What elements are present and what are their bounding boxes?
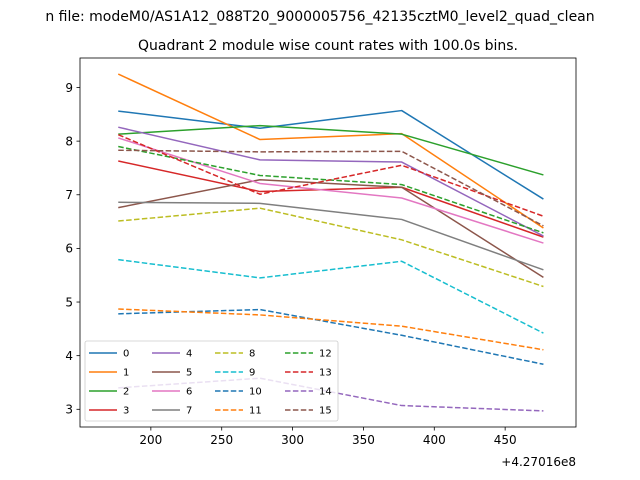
- y-tick-label: 3: [65, 403, 73, 417]
- x-axis-offset-label: +4.27016e8: [501, 455, 576, 469]
- x-tick-label: 300: [281, 433, 304, 447]
- series-line-5: [118, 179, 544, 278]
- legend-label-5: 5: [186, 368, 192, 379]
- series-line-10: [118, 308, 544, 365]
- legend-label-15: 15: [319, 406, 332, 417]
- x-axis: 200 250 300 350 400 450: [139, 427, 517, 447]
- series-line-7: [118, 201, 544, 271]
- series-line-11: [118, 308, 544, 351]
- series-line-15: [118, 149, 544, 227]
- y-tick-label: 4: [65, 349, 73, 363]
- legend-label-13: 13: [319, 368, 332, 379]
- y-tick-label: 8: [65, 134, 73, 148]
- legend-label-12: 12: [319, 349, 332, 360]
- legend-label-7: 7: [186, 406, 192, 417]
- series-line-8: [118, 207, 544, 288]
- y-tick-label: 6: [65, 242, 73, 256]
- series-line-9: [118, 258, 544, 334]
- x-tick-label: 250: [210, 433, 233, 447]
- x-tick-label: 200: [139, 433, 162, 447]
- y-axis: 3 4 5 6 7 8 9: [65, 81, 80, 417]
- legend-label-14: 14: [319, 387, 332, 398]
- legend-label-8: 8: [249, 349, 255, 360]
- series-line-3: [118, 160, 544, 238]
- series-line-1: [117, 73, 544, 229]
- legend-label-10: 10: [249, 387, 262, 398]
- series-line-4: [118, 126, 544, 237]
- series-line-13: [117, 134, 544, 217]
- legend-label-11: 11: [249, 406, 262, 417]
- series-line-2: [118, 124, 544, 176]
- legend-label-3: 3: [123, 406, 129, 417]
- y-tick-label: 5: [65, 295, 73, 309]
- y-tick-label: 7: [65, 188, 73, 202]
- x-tick-label: 350: [352, 433, 375, 447]
- legend-label-6: 6: [186, 387, 192, 398]
- x-tick-label: 450: [494, 433, 517, 447]
- plot-frame: [79, 57, 577, 428]
- chart-title: Quadrant 2 module wise count rates with …: [138, 38, 518, 54]
- x-tick-label: 400: [423, 433, 446, 447]
- y-tick-label: 9: [65, 81, 73, 95]
- legend-label-0: 0: [123, 349, 129, 360]
- legend-label-4: 4: [186, 349, 192, 360]
- legend-label-2: 2: [123, 387, 129, 398]
- legend-label-9: 9: [249, 368, 255, 379]
- legend-frame: [84, 340, 339, 422]
- legend-label-1: 1: [123, 368, 129, 379]
- figure-suptitle: n file: modeM0/AS1A12_088T20_9000005756_…: [45, 9, 594, 25]
